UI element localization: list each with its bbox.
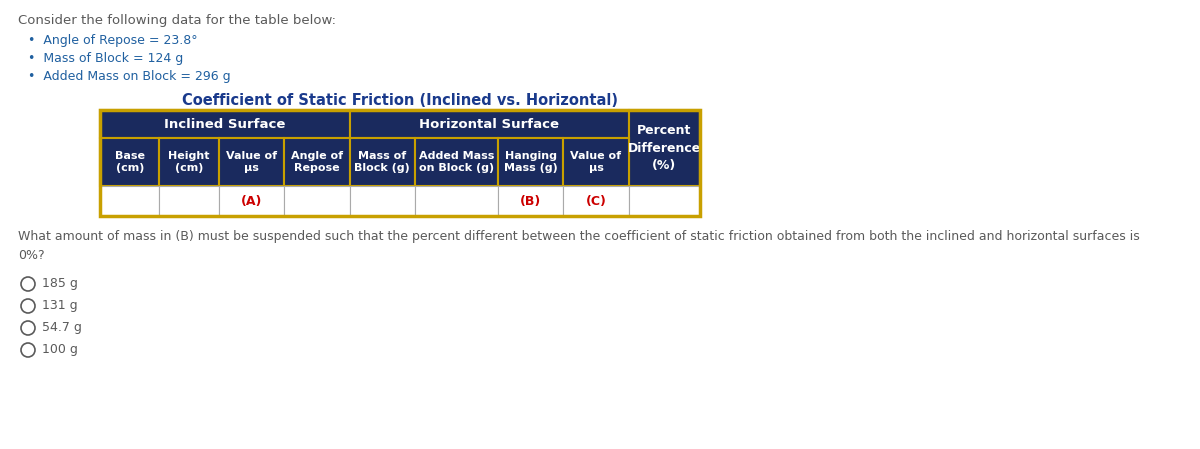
Bar xyxy=(218,186,284,216)
Text: 100 g: 100 g xyxy=(42,343,78,357)
Bar xyxy=(218,138,284,186)
Text: Mass of
Block (g): Mass of Block (g) xyxy=(354,151,410,173)
Text: •  Angle of Repose = 23.8°: • Angle of Repose = 23.8° xyxy=(28,34,198,47)
Bar xyxy=(100,186,160,216)
Text: (B): (B) xyxy=(520,194,541,207)
Bar xyxy=(498,186,563,216)
Text: (C): (C) xyxy=(586,194,606,207)
Text: Added Mass
on Block (g): Added Mass on Block (g) xyxy=(419,151,494,173)
Bar xyxy=(349,186,415,216)
Text: What amount of mass in (B) must be suspended such that the percent different bet: What amount of mass in (B) must be suspe… xyxy=(18,230,1140,262)
Bar xyxy=(349,110,629,138)
Text: Height
(cm): Height (cm) xyxy=(168,151,210,173)
Bar xyxy=(563,138,629,186)
Text: Base
(cm): Base (cm) xyxy=(115,151,145,173)
Bar xyxy=(160,186,218,216)
Text: Angle of
Repose: Angle of Repose xyxy=(290,151,343,173)
Bar xyxy=(629,186,700,216)
Text: Coefficient of Static Friction (Inclined vs. Horizontal): Coefficient of Static Friction (Inclined… xyxy=(182,93,618,108)
Bar xyxy=(284,186,349,216)
Bar xyxy=(100,110,349,138)
Text: Hanging
Mass (g): Hanging Mass (g) xyxy=(504,151,558,173)
Bar xyxy=(284,138,349,186)
Text: •  Mass of Block = 124 g: • Mass of Block = 124 g xyxy=(28,52,184,65)
Bar xyxy=(160,138,218,186)
Bar xyxy=(415,138,498,186)
Text: Value of
μs: Value of μs xyxy=(570,151,622,173)
Text: Inclined Surface: Inclined Surface xyxy=(164,118,286,131)
Bar xyxy=(349,138,415,186)
Text: 185 g: 185 g xyxy=(42,277,78,291)
Bar xyxy=(100,110,700,216)
Bar xyxy=(100,138,160,186)
Text: Consider the following data for the table below:: Consider the following data for the tabl… xyxy=(18,14,336,27)
Bar xyxy=(415,186,498,216)
Text: (A): (A) xyxy=(241,194,262,207)
Text: 131 g: 131 g xyxy=(42,299,78,313)
Bar xyxy=(498,138,563,186)
Bar xyxy=(563,186,629,216)
Text: Value of
μs: Value of μs xyxy=(226,151,277,173)
Bar xyxy=(629,110,700,186)
Text: Horizontal Surface: Horizontal Surface xyxy=(419,118,559,131)
Text: 54.7 g: 54.7 g xyxy=(42,321,82,335)
Text: Percent
Difference
(%): Percent Difference (%) xyxy=(628,124,701,172)
Text: •  Added Mass on Block = 296 g: • Added Mass on Block = 296 g xyxy=(28,70,230,83)
